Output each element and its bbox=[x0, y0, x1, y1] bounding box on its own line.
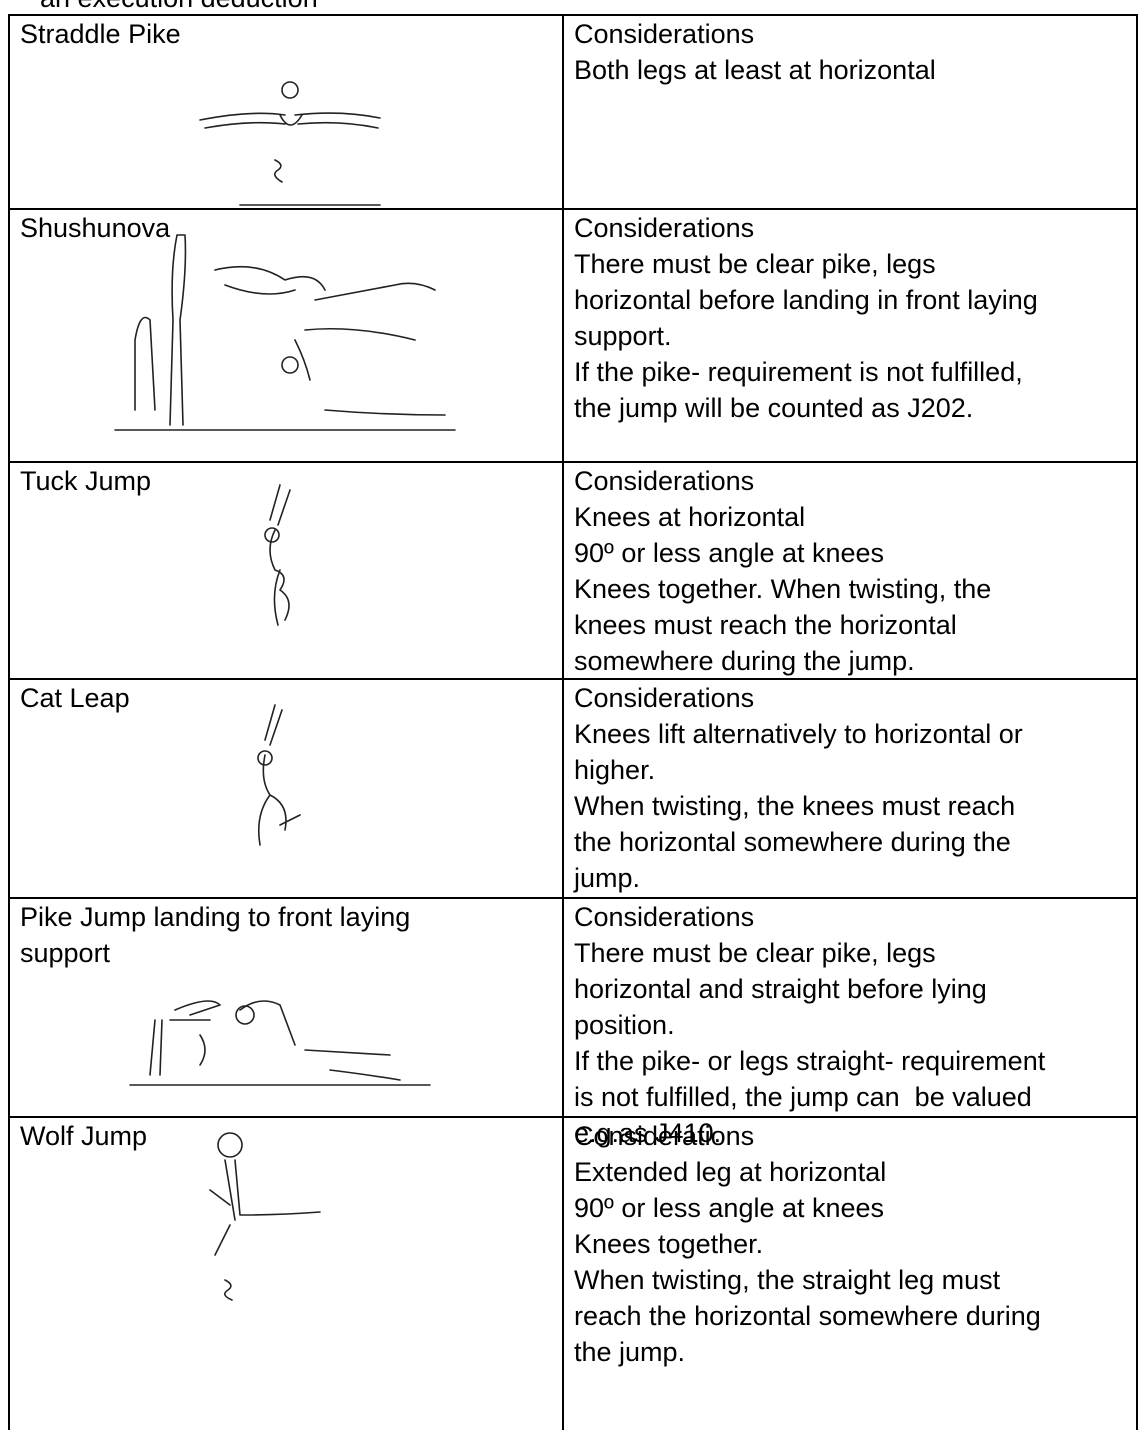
consideration-line: horizontal before landing in front layin… bbox=[574, 285, 1038, 315]
consideration-line: Considerations bbox=[574, 466, 755, 496]
consideration-line: e.g.as J410. bbox=[574, 1118, 722, 1148]
illustration bbox=[209, 1132, 321, 1301]
consideration-line: If the pike- or legs straight- requireme… bbox=[574, 1046, 1046, 1076]
illustration bbox=[257, 704, 301, 846]
illustration bbox=[129, 1000, 431, 1086]
consideration-line: support. bbox=[574, 321, 672, 351]
illustration bbox=[264, 484, 291, 626]
cell-border bbox=[562, 897, 564, 1116]
consideration-line: If the pike- requirement is not fulfille… bbox=[574, 357, 1023, 387]
row-border bbox=[8, 14, 1136, 16]
consideration-line: Both legs at least at horizontal bbox=[574, 55, 936, 85]
consideration-line: There must be clear pike, legs bbox=[574, 249, 936, 279]
row-border bbox=[8, 678, 1136, 680]
cell-border bbox=[1136, 897, 1138, 1116]
cell-border bbox=[8, 897, 10, 1116]
consideration-line: Knees together. bbox=[574, 1229, 764, 1259]
element-name: Shushunova bbox=[20, 213, 171, 243]
cell-border bbox=[1136, 14, 1138, 208]
illustration bbox=[199, 81, 381, 206]
element-name: Tuck Jump bbox=[20, 466, 152, 496]
consideration-line: Considerations bbox=[574, 902, 755, 932]
cell-border bbox=[562, 461, 564, 678]
cell-border bbox=[562, 14, 564, 208]
cell-border bbox=[1136, 1116, 1138, 1430]
consideration-line: Considerations bbox=[574, 213, 755, 243]
cell-border bbox=[562, 1116, 564, 1430]
row-border bbox=[8, 897, 1136, 899]
consideration-line: Considerations bbox=[574, 19, 755, 49]
cell-border bbox=[8, 208, 10, 461]
cell-border bbox=[562, 678, 564, 897]
consideration-line: Considerations bbox=[574, 1121, 755, 1151]
element-name: support bbox=[20, 938, 111, 968]
consideration-line: 90º or less angle at knees bbox=[574, 538, 885, 568]
consideration-line: Considerations bbox=[574, 683, 755, 713]
consideration-line: There must be clear pike, legs bbox=[574, 938, 936, 968]
cell-border bbox=[8, 678, 10, 897]
consideration-line: the horizontal somewhere during the bbox=[574, 827, 1011, 857]
cell-border bbox=[1136, 678, 1138, 897]
consideration-line: jump. bbox=[574, 863, 641, 893]
element-name: Pike Jump landing to front laying bbox=[20, 902, 411, 932]
row-border bbox=[8, 461, 1136, 463]
consideration-line: Knees lift alternatively to horizontal o… bbox=[574, 719, 1023, 749]
consideration-line: somewhere during the jump. bbox=[574, 646, 915, 676]
consideration-line: Extended leg at horizontal bbox=[574, 1157, 887, 1187]
illustration bbox=[114, 234, 456, 431]
header-text: an execution deduction bbox=[40, 0, 318, 16]
consideration-line: position. bbox=[574, 1010, 675, 1040]
element-name: Wolf Jump bbox=[20, 1121, 148, 1151]
consideration-line: Knees together. When twisting, the bbox=[574, 574, 992, 604]
consideration-line: When twisting, the knees must reach bbox=[574, 791, 1016, 821]
consideration-line: the jump. bbox=[574, 1337, 686, 1367]
consideration-line: 90º or less angle at knees bbox=[574, 1193, 885, 1223]
consideration-line: horizontal and straight before lying bbox=[574, 974, 987, 1004]
consideration-line: Knees at horizontal bbox=[574, 502, 806, 532]
cell-border bbox=[8, 14, 10, 208]
element-name: Straddle Pike bbox=[20, 19, 181, 49]
cell-border bbox=[8, 461, 10, 678]
cell-border bbox=[562, 208, 564, 461]
consideration-line: reach the horizontal somewhere during bbox=[574, 1301, 1041, 1331]
cell-border bbox=[1136, 461, 1138, 678]
element-name: Cat Leap bbox=[20, 683, 130, 713]
consideration-line: the jump will be counted as J202. bbox=[574, 393, 974, 423]
row-border bbox=[8, 1116, 1136, 1118]
consideration-line: knees must reach the horizontal bbox=[574, 610, 957, 640]
consideration-line: When twisting, the straight leg must bbox=[574, 1265, 1001, 1295]
consideration-line: higher. bbox=[574, 755, 656, 785]
consideration-line: is not fulfilled, the jump can be valued bbox=[574, 1082, 1032, 1112]
cell-border bbox=[1136, 208, 1138, 461]
row-border bbox=[8, 208, 1136, 210]
cell-border bbox=[8, 1116, 10, 1430]
